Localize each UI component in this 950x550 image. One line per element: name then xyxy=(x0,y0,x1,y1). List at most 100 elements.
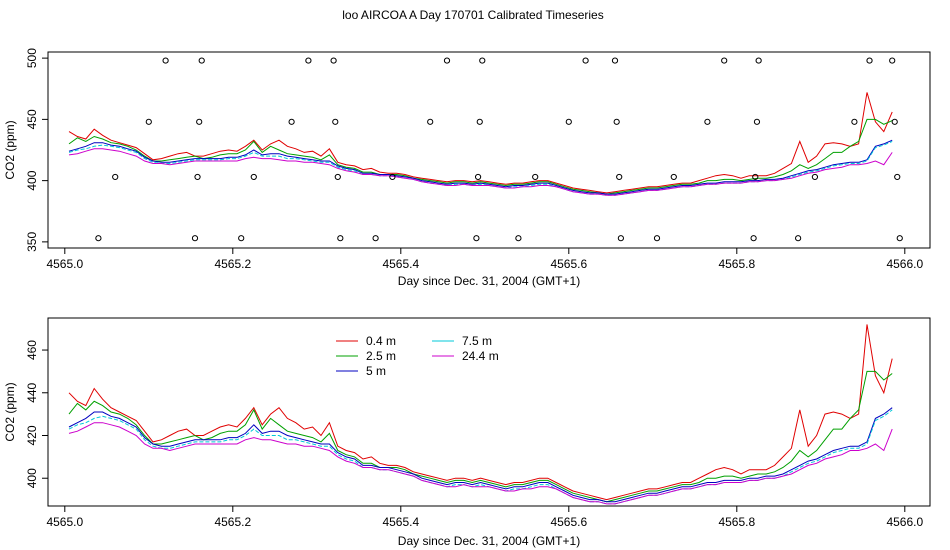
chart-title: loo AIRCOA A Day 170701 Calibrated Times… xyxy=(342,8,603,22)
calibration-point xyxy=(653,235,661,242)
bottom-series-line-2-5-m xyxy=(68,370,893,503)
bottom-y-tick-label: 460 xyxy=(25,340,39,360)
calibration-point xyxy=(288,118,295,125)
bottom-plot-frame xyxy=(47,317,931,507)
calibration-point xyxy=(238,235,245,242)
top-plot-frame xyxy=(47,51,931,249)
calibration-point xyxy=(334,173,341,181)
bottom-panel: 4565.0 4565.2 4565.4 4565.6 4565.8 4566.0 400… xyxy=(3,317,931,548)
top-x-tick-label: 4566.0 xyxy=(886,257,923,271)
top-x-tick-label: 4565.2 xyxy=(214,257,251,271)
calibration-point xyxy=(515,235,522,242)
calibration-point xyxy=(427,118,434,125)
calibration-point xyxy=(191,235,199,242)
bottom-x-tick-label: 4565.4 xyxy=(382,515,419,529)
bottom-x-axis-label: Day since Dec. 31, 2004 (GMT+1) xyxy=(398,534,580,548)
legend-label: 5 m xyxy=(366,364,386,378)
calibration-point xyxy=(851,118,858,125)
calibration-point xyxy=(250,173,257,181)
bottom-series-line-7-5-m xyxy=(68,409,893,505)
top-series-lines xyxy=(68,92,893,196)
top-series-line-0-4-m xyxy=(68,92,893,194)
calibration-point xyxy=(305,57,312,64)
calibration-point xyxy=(866,57,873,64)
top-x-tick-label: 4565.6 xyxy=(550,257,587,271)
top-series-line-7-5-m xyxy=(68,140,893,196)
calibration-point xyxy=(474,173,482,181)
bottom-x-tick-label: 4565.2 xyxy=(214,515,251,529)
bottom-y-ticks: 400 420 440 460 xyxy=(25,340,48,488)
calibration-point xyxy=(532,173,539,181)
calibration-point xyxy=(389,173,396,181)
calibration-point xyxy=(616,173,623,181)
calibration-point xyxy=(196,118,203,125)
calibration-point xyxy=(145,118,152,125)
calibration-point xyxy=(752,173,759,181)
bottom-x-tick-label: 4565.8 xyxy=(718,515,755,529)
calibration-point xyxy=(753,118,761,125)
calibration-point xyxy=(372,235,379,242)
top-y-ticks: 350 400 450 500 xyxy=(25,48,48,252)
legend: 0.4 m2.5 m5 m 7.5 m24.4 m xyxy=(336,334,499,378)
legend-label: 2.5 m xyxy=(366,349,396,363)
bottom-y-axis-label: CO2 (ppm) xyxy=(3,382,17,441)
calibration-point xyxy=(95,235,102,242)
top-x-ticks: 4565.0 4565.2 4565.4 4565.6 4565.8 4566.0 xyxy=(46,248,923,271)
calibration-point xyxy=(473,235,480,242)
calibration-point xyxy=(889,57,896,64)
calibration-point xyxy=(611,57,619,64)
calibration-point xyxy=(896,235,903,242)
calibration-point xyxy=(750,235,757,242)
calibration-point xyxy=(332,118,339,125)
calibration-point xyxy=(112,173,119,181)
bottom-x-tick-label: 4565.0 xyxy=(46,515,83,529)
calibration-point xyxy=(755,57,762,64)
calibration-point xyxy=(194,173,201,181)
bottom-x-tick-label: 4565.6 xyxy=(550,515,587,529)
top-x-axis-label: Day since Dec. 31, 2004 (GMT+1) xyxy=(398,274,580,288)
top-x-tick-label: 4565.0 xyxy=(46,257,83,271)
top-panel: 4565.0 4565.2 4565.4 4565.6 4565.8 4566.0 350… xyxy=(3,48,931,288)
calibration-point xyxy=(795,235,802,242)
bottom-y-tick-label: 420 xyxy=(25,425,39,445)
calibration-point xyxy=(704,118,711,125)
top-y-tick-label: 450 xyxy=(25,109,39,129)
calibration-point xyxy=(721,57,728,64)
calibration-point xyxy=(613,118,620,125)
calibration-point xyxy=(330,57,337,64)
bottom-series-line-24-4-m xyxy=(68,422,893,505)
top-x-tick-label: 4565.8 xyxy=(718,257,755,271)
legend-label: 0.4 m xyxy=(366,334,396,348)
calibration-point xyxy=(162,57,169,64)
top-y-axis-label: CO2 (ppm) xyxy=(3,120,17,179)
top-y-tick-label: 500 xyxy=(25,48,39,68)
bottom-series-lines xyxy=(68,324,893,505)
top-x-tick-label: 4565.4 xyxy=(382,257,419,271)
calibration-point xyxy=(337,235,344,242)
top-series-line-24-4-m xyxy=(68,148,893,196)
calibration-point xyxy=(670,173,677,181)
bottom-x-ticks: 4565.0 4565.2 4565.4 4565.6 4565.8 4566.0 xyxy=(46,506,923,529)
legend-label: 7.5 m xyxy=(462,334,492,348)
bottom-y-tick-label: 440 xyxy=(25,382,39,402)
calibration-point xyxy=(894,173,901,181)
calibration-point xyxy=(891,118,898,125)
bottom-series-line-5-m xyxy=(68,407,893,503)
top-series-line-5-m xyxy=(68,139,893,195)
bottom-series-line-0-4-m xyxy=(68,324,893,501)
calibration-point xyxy=(443,57,451,64)
bottom-y-tick-label: 400 xyxy=(25,468,39,488)
bottom-x-tick-label: 4566.0 xyxy=(886,515,923,529)
top-y-tick-label: 350 xyxy=(25,232,39,252)
calibration-point xyxy=(617,235,624,242)
top-calibration-points xyxy=(95,57,903,242)
calibration-point xyxy=(811,173,819,181)
top-y-tick-label: 400 xyxy=(25,170,39,190)
calibration-point xyxy=(198,57,205,64)
calibration-point xyxy=(476,118,483,125)
calibration-point xyxy=(565,118,572,125)
calibration-point xyxy=(479,57,486,64)
calibration-point xyxy=(582,57,589,64)
legend-label: 24.4 m xyxy=(462,349,499,363)
